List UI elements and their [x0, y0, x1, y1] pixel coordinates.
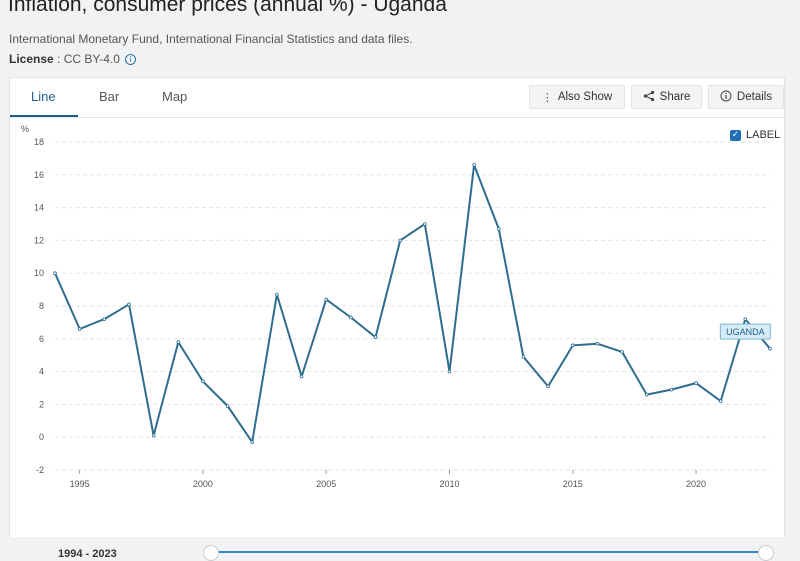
- active-tab-indicator: [10, 115, 78, 117]
- data-point: [324, 297, 329, 302]
- details-button[interactable]: Details: [708, 85, 784, 109]
- y-axis: % -2 0 2 4 6 8 10 12 14 16 18: [21, 124, 44, 475]
- chart-series: UGANDA: [53, 163, 772, 444]
- source-text: International Monetary Fund, Internation…: [9, 32, 413, 46]
- series-end-label: UGANDA: [726, 327, 765, 337]
- range-slider-end-handle[interactable]: [758, 545, 774, 561]
- range-slider-track[interactable]: [210, 551, 766, 553]
- also-show-label: Also Show: [557, 91, 613, 103]
- data-point: [53, 271, 57, 276]
- y-tick-label: -2: [36, 465, 44, 475]
- y-tick-label: 18: [34, 137, 44, 147]
- license-line: License : CC BY-4.0 i: [9, 52, 136, 66]
- x-tick-label: 2000: [193, 479, 213, 489]
- data-point: [595, 341, 600, 346]
- data-point: [570, 343, 575, 348]
- tab-map[interactable]: Map: [162, 89, 188, 104]
- data-point: [768, 346, 772, 351]
- data-point: [644, 392, 649, 397]
- y-tick-label: 14: [34, 203, 44, 213]
- also-show-button[interactable]: ⋮ Also Show: [529, 85, 625, 109]
- share-label: Share: [659, 91, 691, 103]
- y-tick-label: 4: [39, 367, 44, 377]
- data-point: [669, 387, 674, 392]
- data-point: [496, 227, 501, 231]
- share-button[interactable]: Share: [631, 85, 702, 109]
- license-label: License: [9, 52, 54, 66]
- range-slider-start-handle[interactable]: [203, 545, 219, 561]
- tab-line[interactable]: Line: [31, 89, 56, 104]
- x-tick-label: 2020: [686, 479, 706, 489]
- data-point: [225, 404, 230, 408]
- x-tick-label: 2010: [439, 479, 459, 489]
- year-range: 1994 - 2023: [58, 548, 117, 560]
- y-tick-label: 6: [39, 334, 44, 344]
- data-point: [472, 163, 476, 167]
- y-tick-label: 8: [39, 301, 44, 311]
- y-tick-label: 12: [34, 235, 44, 245]
- x-axis: 1995 2000 2005 2010 2015 2020: [70, 470, 706, 489]
- data-point: [201, 379, 205, 384]
- data-point: [521, 355, 526, 359]
- info-icon[interactable]: i: [124, 54, 136, 65]
- chart-grid: [55, 141, 770, 471]
- label-toggle[interactable]: ✓ LABEL: [730, 129, 780, 141]
- data-point: [176, 340, 181, 344]
- license-value: : CC BY-4.0: [53, 52, 120, 66]
- data-point: [151, 433, 156, 438]
- share-icon: [643, 90, 655, 105]
- label-toggle-text: LABEL: [746, 129, 781, 141]
- y-tick-label: 10: [34, 268, 44, 278]
- data-point: [743, 317, 748, 321]
- data-point: [127, 302, 131, 307]
- tab-bar[interactable]: Bar: [99, 89, 120, 104]
- data-point: [423, 222, 427, 226]
- data-point: [694, 381, 698, 385]
- data-point: [398, 238, 402, 243]
- data-point: [373, 335, 378, 339]
- data-point: [620, 350, 624, 354]
- data-point: [349, 315, 353, 320]
- data-point: [275, 292, 279, 297]
- y-tick-label: 0: [39, 432, 44, 442]
- x-tick-label: 2015: [563, 479, 583, 489]
- data-point: [77, 327, 82, 331]
- checkbox-checked-icon[interactable]: ✓: [730, 129, 741, 141]
- x-tick-label: 1995: [70, 479, 90, 489]
- data-point: [718, 399, 723, 403]
- series-line-uganda: [54, 164, 771, 444]
- more-vertical-icon: ⋮: [541, 90, 553, 104]
- y-tick-label: 2: [39, 399, 44, 409]
- details-label: Details: [736, 91, 773, 103]
- data-point: [250, 440, 255, 444]
- chart-panel: Line Bar Map ⋮ Also Show Share Details ✓…: [9, 77, 785, 539]
- y-axis-unit-label: %: [21, 124, 29, 134]
- x-tick-label: 2005: [316, 479, 336, 489]
- data-point: [299, 374, 304, 379]
- chart-tabs: Line Bar Map ⋮ Also Show Share Details: [10, 78, 784, 118]
- series-end-label-box: [719, 323, 771, 340]
- data-point: [447, 369, 452, 374]
- data-point: [546, 384, 550, 389]
- y-tick-label: 16: [34, 170, 44, 180]
- data-point: [102, 317, 107, 321]
- info-circle-icon: [720, 90, 732, 105]
- page-title: Inflation, consumer prices (annual %) - …: [8, 0, 447, 16]
- range-bar: [0, 537, 800, 557]
